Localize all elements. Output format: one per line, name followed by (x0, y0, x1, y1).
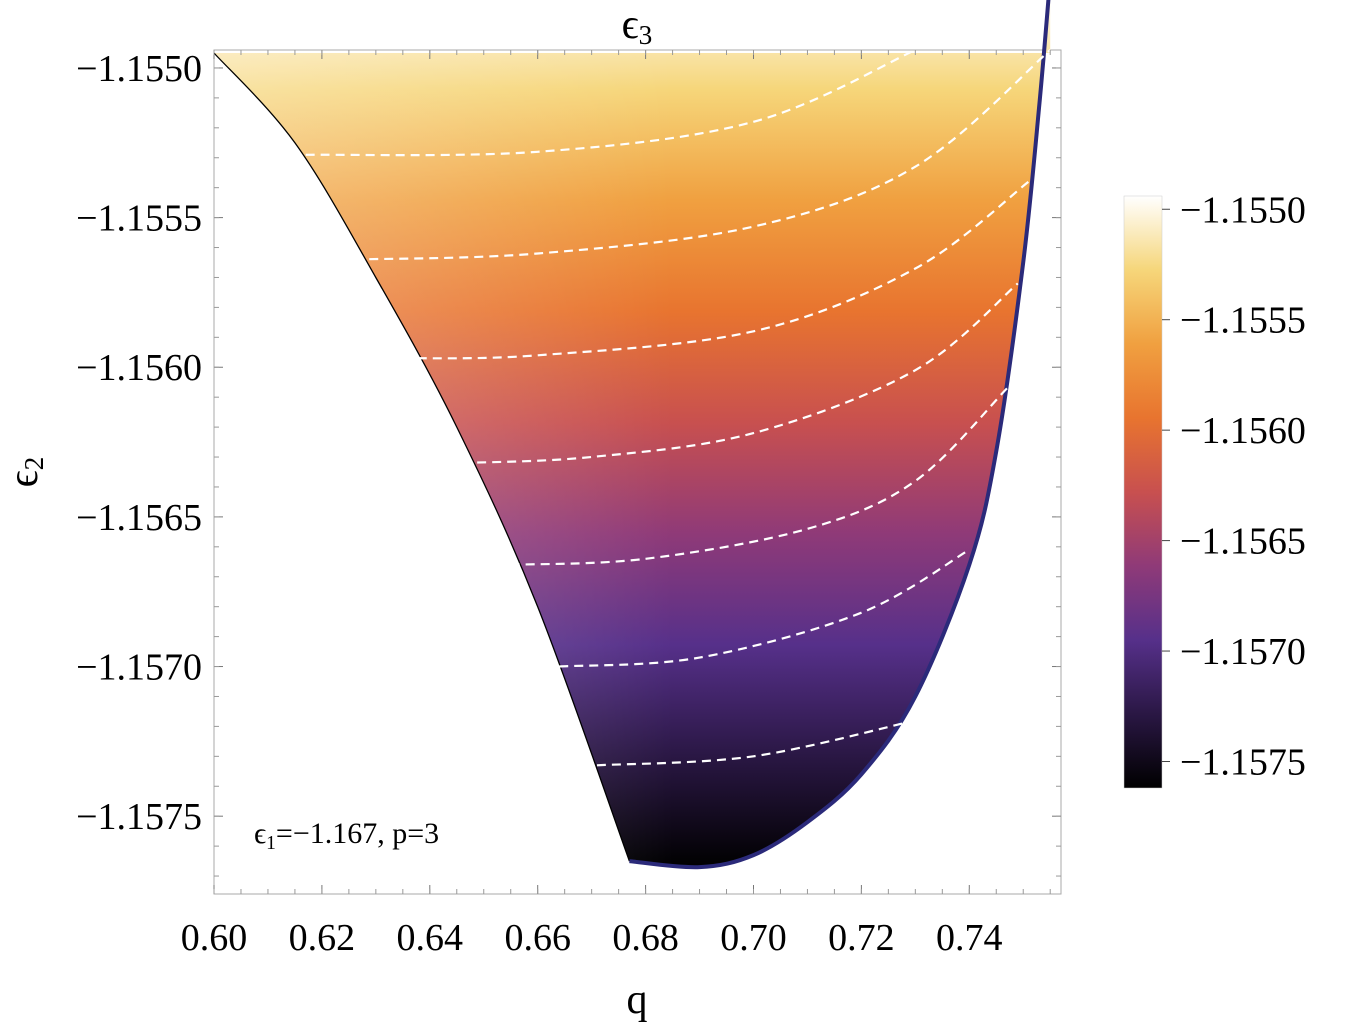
y-tick-label: −1.1565 (76, 497, 202, 539)
contour-line (596, 719, 916, 767)
contour-line (559, 548, 970, 668)
y-tick-label: −1.1550 (76, 48, 202, 90)
colorbar-tick-labels: −1.1550 −1.1555 −1.1560 −1.1565 −1.1570 −1.15… (1180, 189, 1306, 783)
contour-line (402, 180, 1030, 360)
frame-ticks (213, 50, 1061, 894)
lower-boundary-curve (629, 0, 1051, 870)
y-tick-label: −1.1560 (76, 347, 202, 389)
colorbar-tick-label: −1.1575 (1180, 741, 1306, 783)
chart-title: ϵ3 (622, 2, 653, 50)
y-axis-label: ϵ2 (1, 457, 49, 488)
contour-line (462, 282, 1019, 465)
y-tick-labels: −1.1550 −1.1555 −1.1560 −1.1565 −1.1570 −1.15… (76, 48, 202, 838)
x-tick-label: 0.62 (289, 917, 356, 959)
colorbar-tick-label: −1.1550 (1180, 189, 1306, 231)
x-tick-label: 0.74 (936, 917, 1003, 959)
density-region-haze (214, 0, 1051, 868)
x-tick-label: 0.60 (181, 917, 248, 959)
plot-frame (213, 49, 1062, 895)
x-tick-label: 0.70 (720, 917, 787, 959)
x-tick-label: 0.64 (397, 917, 464, 959)
x-tick-label: 0.72 (828, 917, 895, 959)
y-tick-label: −1.1570 (76, 647, 202, 689)
contour-lines (305, 48, 1051, 767)
colorbar-tick-label: −1.1555 (1180, 300, 1306, 342)
parameter-annotation: ϵ1=−1.167, p=3 (254, 817, 439, 854)
colorbar-tick-label: −1.1560 (1180, 410, 1306, 452)
y-tick-label: −1.1575 (76, 796, 202, 838)
colorbar-ticks (1162, 208, 1170, 762)
left-boundary-curve (213, 52, 631, 862)
colorbar-tick-label: −1.1565 (1180, 521, 1306, 563)
x-tick-label: 0.66 (504, 917, 571, 959)
contour-line (305, 48, 916, 157)
x-tick-labels: 0.60 0.62 0.64 0.66 0.68 0.70 0.72 0.74 (181, 917, 1003, 959)
x-axis-label: q (627, 977, 648, 1023)
y-tick-label: −1.1555 (76, 198, 202, 240)
contour-line (354, 49, 1051, 261)
colorbar-tick-label: −1.1570 (1180, 631, 1306, 673)
x-tick-label: 0.68 (612, 917, 679, 959)
colorbar (1123, 195, 1163, 789)
